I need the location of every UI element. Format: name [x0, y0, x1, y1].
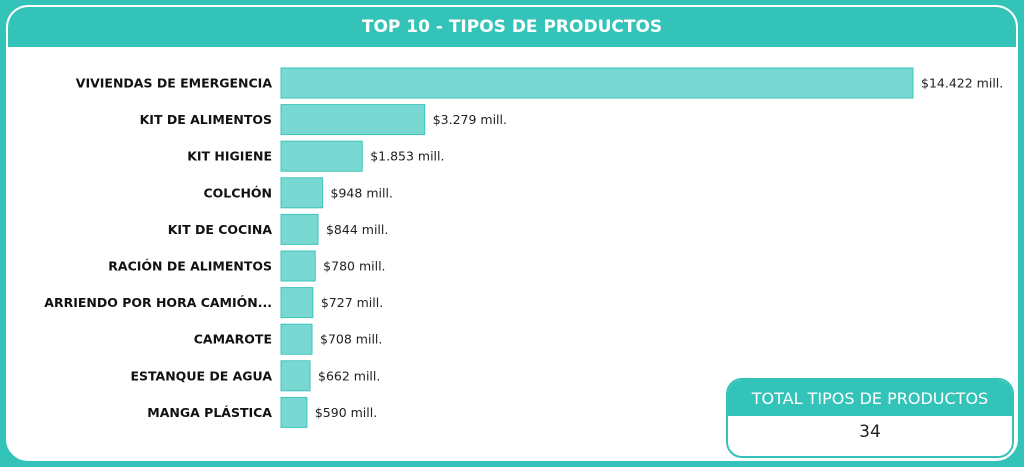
value-label: $948 mill. — [331, 185, 393, 200]
value-label: $3.279 mill. — [433, 112, 507, 127]
category-label: KIT DE ALIMENTOS — [140, 112, 272, 127]
value-label: $844 mill. — [326, 222, 388, 237]
bar[interactable] — [280, 104, 426, 136]
bar[interactable] — [280, 177, 324, 209]
bar[interactable] — [280, 250, 316, 282]
category-label: ARRIENDO POR HORA CAMIÓN... — [44, 295, 272, 310]
kpi-value: 34 — [859, 422, 881, 442]
value-label: $727 mill. — [321, 295, 383, 310]
category-label: RACIÓN DE ALIMENTOS — [108, 259, 272, 274]
value-label: $1.853 mill. — [370, 149, 444, 164]
value-label: $14.422 mill. — [921, 76, 1003, 91]
value-label: $590 mill. — [315, 405, 377, 420]
bar[interactable] — [280, 287, 314, 319]
value-label: $780 mill. — [323, 259, 385, 274]
bar-chart: VIVIENDAS DE EMERGENCIA $14.422 mill. KIT … — [44, 67, 1003, 428]
bar[interactable] — [280, 67, 914, 99]
bar[interactable] — [280, 140, 363, 172]
category-label: COLCHÓN — [204, 185, 273, 200]
category-label: CAMAROTE — [194, 332, 272, 347]
bar[interactable] — [280, 213, 319, 245]
category-label: MANGA PLÁSTICA — [147, 405, 272, 420]
bar[interactable] — [280, 323, 313, 355]
kpi-card-total-product-types: TOTAL TIPOS DE PRODUCTOS 34 — [726, 378, 1014, 458]
chart-panel: TOP 10 - TIPOS DE PRODUCTOS VIVIENDAS DE… — [6, 5, 1018, 461]
category-label: VIVIENDAS DE EMERGENCIA — [76, 76, 273, 91]
bar[interactable] — [280, 360, 311, 392]
category-label: KIT DE COCINA — [168, 222, 273, 237]
value-label: $708 mill. — [320, 332, 382, 347]
value-label: $662 mill. — [318, 368, 380, 383]
kpi-title: TOTAL TIPOS DE PRODUCTOS — [728, 380, 1012, 416]
category-label: ESTANQUE DE AGUA — [130, 368, 272, 383]
category-label: KIT HIGIENE — [187, 149, 272, 164]
chart-title: TOP 10 - TIPOS DE PRODUCTOS — [8, 7, 1016, 47]
bar[interactable] — [280, 396, 308, 428]
